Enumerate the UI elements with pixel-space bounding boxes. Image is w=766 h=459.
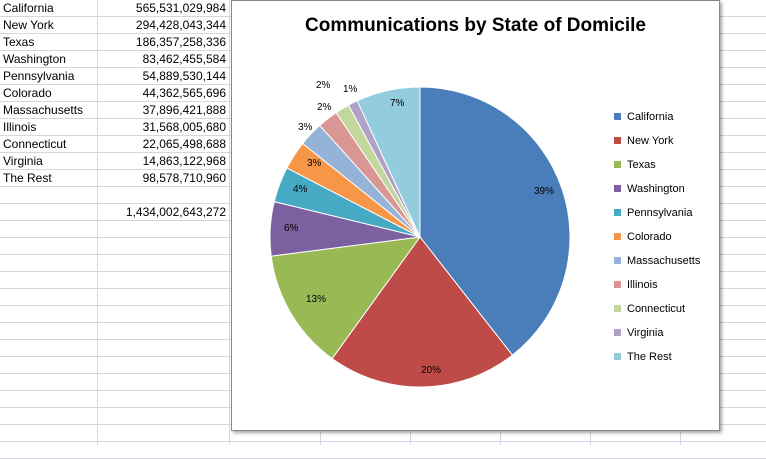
legend-label: New York	[627, 135, 674, 147]
cell-state-name[interactable]: Texas	[3, 35, 35, 49]
legend-label: Colorado	[627, 231, 672, 243]
legend-swatch	[614, 232, 621, 240]
cell-total-value[interactable]: 1,434,002,643,272	[125, 205, 226, 219]
pie-slice-the-rest[interactable]	[356, 86, 421, 238]
legend-swatch	[614, 352, 621, 360]
legend-label: The Rest	[627, 351, 672, 363]
legend-item: Washington	[614, 182, 685, 196]
cell-state-name[interactable]: Virginia	[3, 154, 43, 168]
legend-item: The Rest	[614, 350, 672, 364]
legend-label: Illinois	[627, 279, 658, 291]
slice-percent-label: 2%	[316, 80, 331, 91]
legend-swatch	[614, 208, 621, 216]
legend-label: Massachusetts	[627, 255, 701, 267]
legend-swatch	[614, 328, 621, 336]
cell-state-value[interactable]: 83,462,455,584	[142, 52, 226, 66]
legend-swatch	[614, 280, 621, 288]
legend-swatch	[614, 112, 621, 120]
legend-item: New York	[614, 134, 673, 148]
legend-item: Pennsylvania	[614, 206, 692, 220]
slice-percent-label: 6%	[284, 223, 299, 234]
legend-label: Virginia	[627, 327, 664, 339]
slice-percent-label: 3%	[307, 158, 322, 169]
cell-state-name[interactable]: The Rest	[3, 171, 52, 185]
slice-percent-label: 20%	[421, 365, 441, 376]
legend-swatch	[614, 304, 621, 312]
chart-title: Communications by State of Domicile	[305, 15, 646, 36]
legend-item: California	[614, 110, 673, 124]
legend-label: Pennsylvania	[627, 207, 693, 219]
cell-state-name[interactable]: Washington	[3, 52, 66, 66]
cell-state-value[interactable]: 37,896,421,888	[142, 103, 226, 117]
legend-item: Massachusetts	[614, 254, 700, 268]
cell-state-value[interactable]: 565,531,029,984	[135, 1, 226, 15]
pie-chart[interactable]: Communications by State of Domicile 39% 2…	[231, 0, 720, 431]
slice-percent-label: 39%	[534, 186, 554, 197]
cell-state-value[interactable]: 31,568,005,680	[142, 120, 226, 134]
legend-label: California	[627, 111, 674, 123]
slice-percent-label: 3%	[298, 122, 313, 133]
legend-label: Washington	[627, 183, 685, 195]
cell-state-value[interactable]: 44,362,565,696	[142, 86, 226, 100]
legend-item: Connecticut	[614, 302, 685, 316]
legend-swatch	[614, 136, 621, 144]
pie-slice-new-york[interactable]	[331, 236, 514, 388]
legend-item: Virginia	[614, 326, 664, 340]
cell-state-name[interactable]: Massachusetts	[3, 103, 84, 117]
slice-percent-label: 4%	[293, 184, 308, 195]
sheet-row	[0, 425, 766, 442]
cell-state-value[interactable]: 22,065,498,688	[142, 137, 226, 151]
cell-state-name[interactable]: New York	[3, 18, 54, 32]
legend-swatch	[614, 160, 621, 168]
cell-state-name[interactable]: Connecticut	[3, 137, 67, 151]
cell-state-name[interactable]: Pennsylvania	[3, 69, 75, 83]
legend-item: Colorado	[614, 230, 672, 244]
pie-plot-area: 39% 20% 13% 6% 4% 3% 3% 2% 2% 1% 7%	[269, 80, 571, 388]
legend-item: Texas	[614, 158, 656, 172]
column-gridline	[229, 0, 230, 445]
legend-swatch	[614, 256, 621, 264]
slice-percent-label: 2%	[317, 102, 332, 113]
slice-percent-label: 13%	[306, 294, 326, 305]
legend-item: Illinois	[614, 278, 658, 292]
cell-state-value[interactable]: 54,889,530,144	[142, 69, 226, 83]
legend-label: Texas	[627, 159, 656, 171]
legend-label: Connecticut	[627, 303, 686, 315]
legend-swatch	[614, 184, 621, 192]
cell-state-name[interactable]: Colorado	[3, 86, 52, 100]
cell-state-value[interactable]: 294,428,043,344	[135, 18, 226, 32]
cell-state-name[interactable]: Illinois	[3, 120, 37, 134]
slice-percent-label: 1%	[343, 84, 358, 95]
slice-percent-label: 7%	[390, 98, 405, 109]
cell-state-value[interactable]: 186,357,258,336	[135, 35, 226, 49]
cell-state-value[interactable]: 14,863,122,968	[142, 154, 226, 168]
cell-state-value[interactable]: 98,578,710,960	[142, 171, 226, 185]
pie-slice-california[interactable]	[419, 86, 571, 356]
column-gridline	[97, 0, 98, 445]
pie-slice-texas[interactable]	[270, 236, 422, 360]
cell-state-name[interactable]: California	[3, 1, 54, 15]
